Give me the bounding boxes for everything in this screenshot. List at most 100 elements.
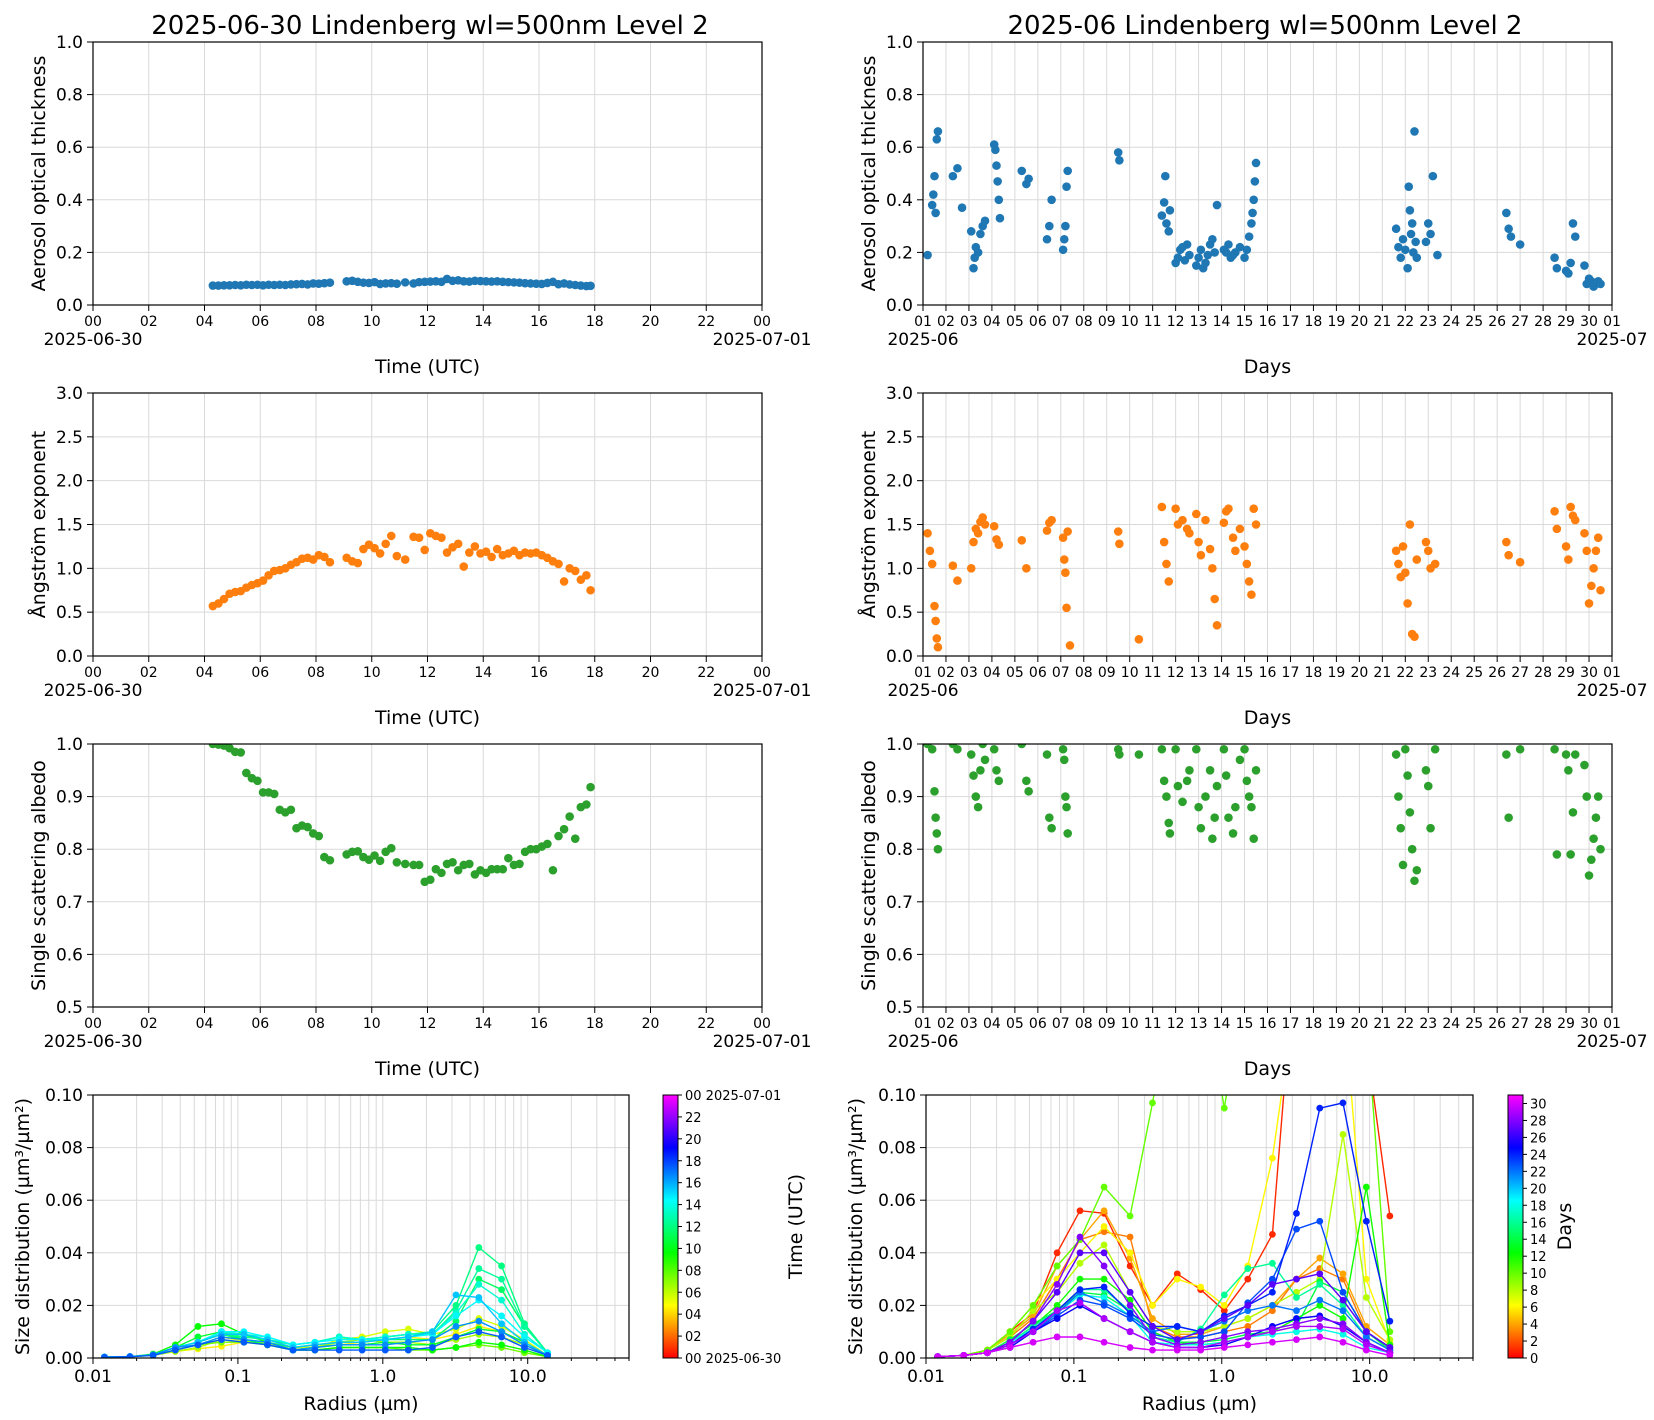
colorbar-tick-label: 00 2025-06-30 [685,1352,781,1367]
data-point [194,1341,202,1349]
data-point [1173,253,1183,262]
data-point [429,1344,436,1351]
x-tick-label: 26 [1488,665,1506,681]
y-tick-label: 0.04 [878,1244,916,1264]
data-point [1126,1249,1134,1257]
data-point [1100,1241,1108,1249]
data-point [1339,1270,1347,1278]
data-point [1058,533,1068,542]
data-point [933,844,943,854]
data-point [1249,504,1259,514]
data-point [1100,1315,1108,1322]
data-point [1210,594,1219,604]
data-point [1197,1328,1205,1336]
data-point [1235,755,1245,765]
y-tick-label: 0.2 [56,243,83,263]
data-point [544,1351,551,1358]
x-tick-label: 21 [1373,314,1391,330]
y-axis-label: Aerosol optical thickness [858,56,880,292]
x-tick-label: 02 [937,1016,955,1032]
data-point [1552,263,1562,273]
colorbar-tick-label: 2 [1530,1335,1538,1350]
series-layer [208,528,595,611]
x-tick-label: 23 [1419,314,1437,330]
data-point [1196,550,1206,560]
colorbar-tick-label: 16 [685,1177,702,1192]
data-point [1173,1328,1181,1336]
data-point [1178,515,1187,525]
x-tick-label: 24 [1442,665,1460,681]
data-point [1515,744,1525,754]
x-tick-label: 0.01 [907,1367,945,1387]
axes-frame [92,1094,630,1359]
data-point [1061,221,1070,231]
x-tick-label: 22 [697,665,715,681]
data-point [1053,1302,1061,1309]
data-point [978,513,988,522]
data-point [1058,245,1068,255]
data-point [1126,1315,1134,1322]
data-point [1029,1317,1037,1325]
y-tick-label: 0.08 [878,1139,916,1159]
data-point [1242,776,1252,786]
x-tick-label: 23 [1419,1016,1437,1032]
y-axis-label: Single scattering albedo [28,760,50,991]
data-point [1339,1315,1347,1322]
data-point [1268,1280,1276,1288]
data-point [992,161,1001,170]
data-point [1403,771,1412,780]
data-point [1201,258,1210,268]
data-point [1249,834,1259,843]
x-tick-label: 10 [1121,665,1139,681]
colorbar-tick-label: 0 [1530,1352,1538,1367]
data-point [932,634,942,643]
data-point [1197,1338,1205,1346]
data-point [1220,1315,1228,1322]
data-point [1244,1341,1252,1349]
data-point [994,540,1004,549]
data-point [1591,546,1601,556]
colorbar-label: Days [1554,1203,1576,1250]
x-tick-label: 28 [1534,314,1552,330]
data-point [991,145,1000,155]
data-point [459,562,469,571]
data-point [1582,792,1592,801]
data-point [1421,237,1431,247]
data-point [314,831,324,841]
x-tick-label: 02 [140,314,158,330]
data-point [1221,771,1231,780]
data-point [414,533,424,542]
x-tick-label: 1.0 [369,1367,396,1387]
chart-panel-daily-size-distribution: 0.00 0.02 0.04 0.06 0.08 0.10 0.01 0.1 1.0 10.0 Ra… [12,1086,807,1415]
data-point [498,1341,505,1349]
x-date-right: 2025-07-01 [713,330,812,350]
data-point [1149,1333,1156,1341]
data-point [932,135,942,144]
data-point [475,1244,483,1251]
series-layer [923,744,1605,886]
x-tick-label: 30 [1580,1016,1598,1032]
x-tick-label: 01 [1603,1016,1621,1032]
data-point [1591,813,1601,822]
x-date-left: 2025-06 [887,330,958,350]
data-point [1210,248,1219,257]
x-tick-label: 11 [1144,665,1162,681]
data-point [1407,844,1417,854]
x-tick-label: 18 [586,1016,604,1032]
data-point [1242,245,1252,255]
data-point [1244,1265,1252,1272]
data-point [1062,603,1071,613]
data-point [1149,1302,1156,1309]
x-tick-label: 00 [84,314,102,330]
data-point [404,1346,412,1354]
x-tick-label: 11 [1144,1016,1162,1032]
data-point [1386,1317,1394,1325]
x-tick-label: 00 [84,665,102,681]
x-tick-label: 00 [84,1016,102,1032]
x-tick-label: 20 [642,1016,660,1032]
x-tick-label: 01 [1603,665,1621,681]
y-axis-label: Ångström exponent [857,431,880,619]
data-point [1224,813,1233,822]
data-point [325,855,335,865]
data-point [969,263,978,273]
